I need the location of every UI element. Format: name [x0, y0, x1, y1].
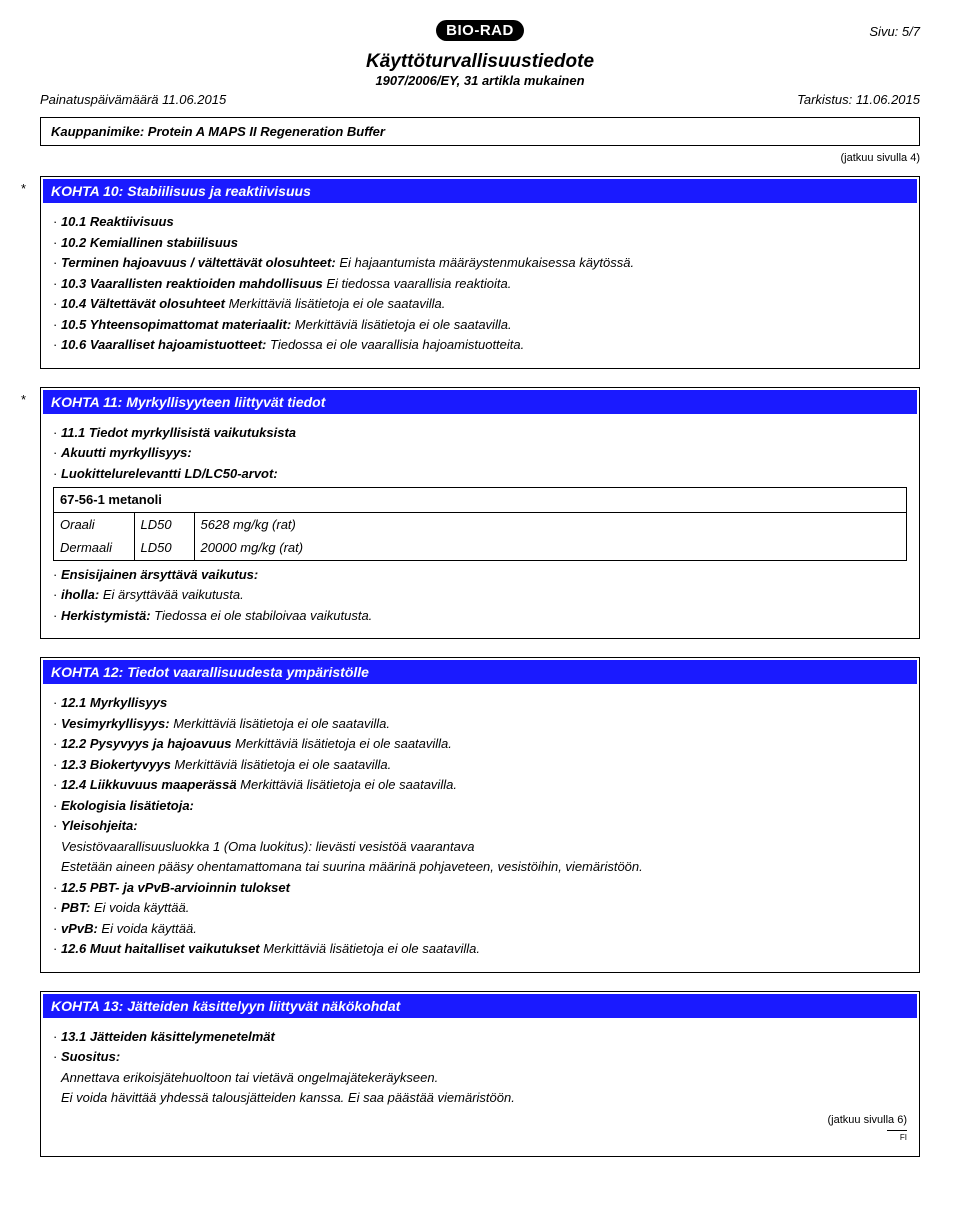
type-cell: LD50: [134, 513, 194, 537]
s10-l5b: 10.4 Vältettävät olosuhteet: [61, 296, 225, 311]
s11-l1: 11.1 Tiedot myrkyllisistä vaikutuksista: [61, 425, 296, 440]
s10-l7t: Tiedossa ei ole vaarallisia hajoamistuot…: [266, 337, 524, 352]
s12-l5b: 12.4 Liikkuvuus maaperässä: [61, 777, 237, 792]
s12-l2t: Merkittäviä lisätietoja ei ole saatavill…: [170, 716, 390, 731]
table-row: Dermaali LD50 20000 mg/kg (rat): [54, 536, 906, 560]
s10-l2: 10.2 Kemiallinen stabiilisuus: [61, 235, 238, 250]
s10-l3t: Ei hajaantumista määräystenmukaisessa kä…: [336, 255, 634, 270]
s12-l3b: 12.2 Pysyvyys ja hajoavuus: [61, 736, 232, 751]
change-marker-icon: *: [21, 181, 26, 196]
section-12: KOHTA 12: Tiedot vaarallisuudesta ympäri…: [40, 657, 920, 973]
change-marker-icon: *: [21, 392, 26, 407]
section-10-header: KOHTA 10: Stabiilisuus ja reaktiivisuus: [43, 179, 917, 203]
s11-l5b: iholla:: [61, 587, 99, 602]
s12-l4b: 12.3 Biokertyvyys: [61, 757, 171, 772]
continued-next: (jatkuu sivulla 6): [53, 1112, 907, 1129]
section-13: KOHTA 13: Jätteiden käsittelyyn liittyvä…: [40, 991, 920, 1158]
s12-l11t: Ei voida käyttää.: [90, 900, 189, 915]
route-cell: Oraali: [54, 513, 134, 537]
s10-l6b: 10.5 Yhteensopimattomat materiaalit:: [61, 317, 291, 332]
s13-l1: 13.1 Jätteiden käsittelymenetelmät: [61, 1029, 275, 1044]
section-10: * KOHTA 10: Stabiilisuus ja reaktiivisuu…: [40, 176, 920, 369]
s10-l4b: 10.3 Vaarallisten reaktioiden mahdollisu…: [61, 276, 323, 291]
table-row: Oraali LD50 5628 mg/kg (rat): [54, 513, 906, 537]
s13-l2: Suositus:: [61, 1049, 120, 1064]
s11-l3: Luokittelurelevantti LD/LC50-arvot:: [61, 466, 278, 481]
s12-l5t: Merkittäviä lisätietoja ei ole saatavill…: [237, 777, 457, 792]
ld50-table-header: 67-56-1 metanoli: [54, 488, 906, 513]
s11-l2: Akuutti myrkyllisyys:: [61, 445, 192, 460]
s10-l1: 10.1 Reaktiivisuus: [61, 214, 174, 229]
section-11: * KOHTA 11: Myrkyllisyyteen liittyvät ti…: [40, 387, 920, 640]
value-cell: 5628 mg/kg (rat): [194, 513, 906, 537]
ld50-table: 67-56-1 metanoli Oraali LD50 5628 mg/kg …: [53, 487, 907, 561]
doc-subtitle: 1907/2006/EY, 31 artikla mukainen: [333, 73, 626, 88]
language-code: FI: [887, 1130, 907, 1144]
s10-l3b: Terminen hajoavuus / vältettävät olosuht…: [61, 255, 336, 270]
continued-from: (jatkuu sivulla 4): [40, 152, 920, 164]
s12-l7: Yleisohjeita:: [61, 818, 138, 833]
s11-l4: Ensisijainen ärsyttävä vaikutus:: [61, 567, 258, 582]
s12-l13b: 12.6 Muut haitalliset vaikutukset: [61, 941, 260, 956]
section-13-header: KOHTA 13: Jätteiden käsittelyyn liittyvä…: [43, 994, 917, 1018]
s12-l4t: Merkittäviä lisätietoja ei ole saatavill…: [171, 757, 391, 772]
s10-l5t: Merkittäviä lisätietoja ei ole saatavill…: [225, 296, 445, 311]
s13-l3: Annettava erikoisjätehuoltoon tai vietäv…: [53, 1068, 907, 1088]
s11-l5t: Ei ärsyttävää vaikutusta.: [99, 587, 244, 602]
s12-l3t: Merkittäviä lisätietoja ei ole saatavill…: [232, 736, 452, 751]
page-header: BIO-RAD Sivu: 5/7 Käyttöturvallisuustied…: [40, 20, 920, 107]
s10-l7b: 10.6 Vaaralliset hajoamistuotteet:: [61, 337, 266, 352]
s12-l9: Estetään aineen pääsy ohentamattomana ta…: [53, 857, 907, 877]
revision-date: Tarkistus: 11.06.2015: [797, 92, 920, 107]
trade-name-box: Kauppanimike: Protein A MAPS II Regenera…: [40, 117, 920, 146]
print-date: Painatuspäivämäärä 11.06.2015: [40, 92, 226, 107]
section-12-header: KOHTA 12: Tiedot vaarallisuudesta ympäri…: [43, 660, 917, 684]
s13-l4: Ei voida hävittää yhdessä talousjätteide…: [53, 1088, 907, 1108]
s10-l6t: Merkittäviä lisätietoja ei ole saatavill…: [291, 317, 511, 332]
value-cell: 20000 mg/kg (rat): [194, 536, 906, 560]
s11-l6b: Herkistymistä:: [61, 608, 151, 623]
type-cell: LD50: [134, 536, 194, 560]
s12-l12t: Ei voida käyttää.: [98, 921, 197, 936]
s11-l6t: Tiedossa ei ole stabiloivaa vaikutusta.: [151, 608, 373, 623]
s12-l13t: Merkittäviä lisätietoja ei ole saatavill…: [260, 941, 480, 956]
s12-l8: Vesistövaarallisuusluokka 1 (Oma luokitu…: [53, 837, 907, 857]
route-cell: Dermaali: [54, 536, 134, 560]
s12-l6: Ekologisia lisätietoja:: [61, 798, 194, 813]
section-11-header: KOHTA 11: Myrkyllisyyteen liittyvät tied…: [43, 390, 917, 414]
page-number: Sivu: 5/7: [627, 24, 920, 39]
s12-l11b: PBT:: [61, 900, 90, 915]
s12-l1: 12.1 Myrkyllisyys: [61, 695, 167, 710]
logo: BIO-RAD: [436, 20, 524, 41]
doc-title: Käyttöturvallisuustiedote: [333, 51, 626, 73]
s12-l2b: Vesimyrkyllisyys:: [61, 716, 170, 731]
s12-l10: 12.5 PBT- ja vPvB-arvioinnin tulokset: [61, 880, 290, 895]
s12-l12b: vPvB:: [61, 921, 98, 936]
s10-l4t: Ei tiedossa vaarallisia reaktioita.: [323, 276, 512, 291]
